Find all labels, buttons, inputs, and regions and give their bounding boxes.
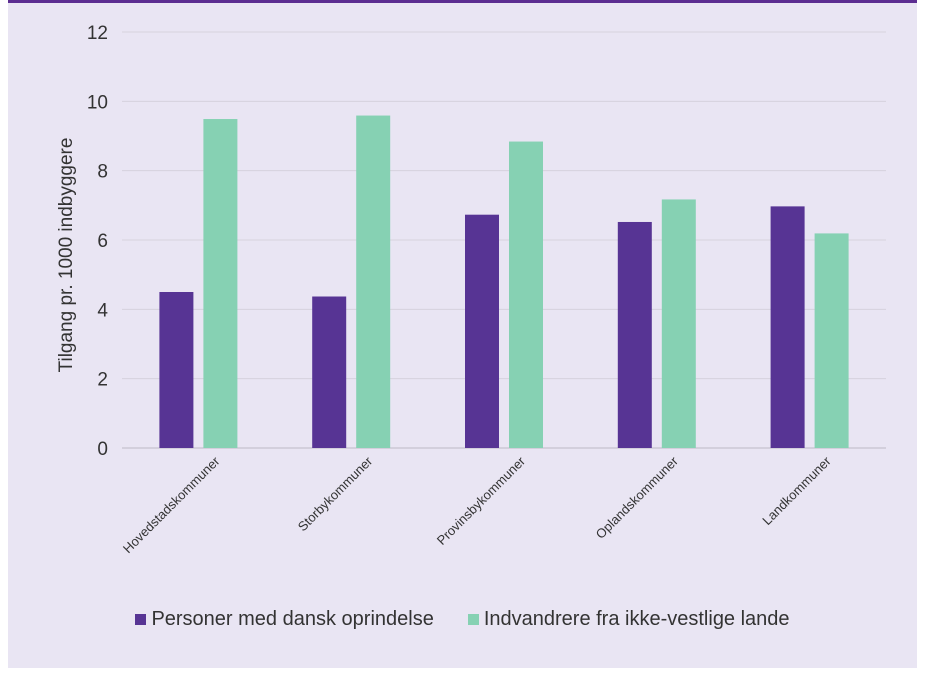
bar-dansk [617, 221, 652, 448]
bar-ikke-vestlig [814, 233, 849, 448]
legend-label: Indvandrere fra ikke-vestlige lande [483, 608, 790, 630]
y-tick-label: 12 [87, 23, 108, 44]
legend-swatch [467, 614, 479, 625]
y-axis-label: Tilgang pr. 1000 indbyggere [56, 138, 77, 373]
bars [159, 115, 849, 449]
x-tick-label: Storbykommuner [295, 453, 376, 534]
bar-ikke-vestlig [356, 115, 391, 449]
legend-swatch [135, 614, 147, 625]
x-tick-label: Oplandskommuner [593, 453, 682, 542]
bar-ikke-vestlig [661, 199, 696, 448]
y-tick-label: 2 [97, 370, 108, 391]
bar-dansk [770, 206, 805, 448]
legend: Personer med dansk oprindelse Indvandrer… [0, 608, 925, 631]
bar-ikke-vestlig [509, 141, 543, 448]
gridlines [122, 31, 886, 449]
y-tick-label: 4 [97, 300, 108, 321]
x-tick-label: Landkommuner [759, 453, 834, 528]
bar-dansk [312, 296, 347, 448]
y-tick-label: 0 [97, 439, 108, 460]
legend-item-series-0: Personer med dansk oprindelse [135, 608, 434, 631]
y-tick-label: 10 [87, 92, 108, 113]
x-tick-label: Provinsbykommuner [434, 453, 529, 548]
y-axis-ticks: 0 2 4 6 8 10 12 [87, 23, 109, 460]
legend-label: Personer med dansk oprindelse [151, 608, 434, 630]
bar-dansk [465, 214, 499, 448]
x-tick-label: Hovedstadskommuner [120, 453, 223, 556]
bar-ikke-vestlig [203, 119, 238, 448]
y-tick-label: 8 [97, 162, 108, 183]
bar-chart: 0 2 4 6 8 10 12 Tilgang pr. 1000 indbyggere Ho… [56, 23, 886, 556]
bar-dansk [159, 292, 194, 448]
legend-item-series-1: Indvandrere fra ikke-vestlige lande [467, 608, 790, 631]
x-axis-ticks: Hovedstadskommuner Storbykommuner Provinsb… [120, 453, 834, 556]
y-tick-label: 6 [97, 231, 108, 252]
